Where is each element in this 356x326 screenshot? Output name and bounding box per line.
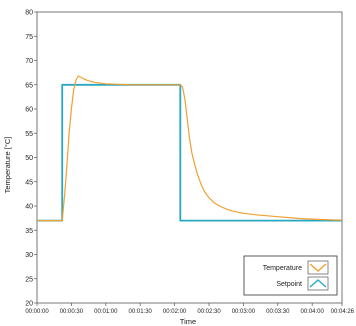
y-tick-label: 30 (25, 252, 33, 259)
x-tick-label: 00:01:30 (129, 309, 153, 315)
legend-swatch-box (307, 260, 329, 275)
x-tick-label: 00:04:00 (301, 309, 325, 315)
x-tick-label: 00:02:30 (197, 309, 221, 315)
y-tick-label: 45 (25, 179, 33, 186)
x-tick-label: 00:00:30 (60, 309, 84, 315)
x-tick-label: 00:03:00 (232, 309, 256, 315)
x-tick-label: 00:02:00 (163, 309, 187, 315)
legend: Temperature Setpoint (243, 255, 338, 296)
y-tick-label: 55 (25, 131, 33, 138)
series-line-temperature (37, 75, 343, 222)
plot-area (36, 11, 343, 304)
y-tick-label: 50 (25, 155, 33, 162)
x-tick-label: 00:01:00 (94, 309, 118, 315)
x-tick-label: 00:00:00 (25, 309, 49, 315)
y-tick-label: 35 (25, 228, 33, 235)
legend-swatch-box (307, 276, 329, 291)
y-tick-label: 75 (25, 34, 33, 41)
y-axis-title: Temperature [°C] (3, 137, 12, 194)
y-tick-label: 70 (25, 58, 33, 65)
y-tick-label: 65 (25, 82, 33, 89)
x-tick-label: 00:03:30 (266, 309, 290, 315)
y-tick-label: 80 (25, 10, 33, 17)
y-tick-label: 20 (25, 301, 33, 308)
legend-label-temperature: Temperature (263, 265, 302, 272)
legend-swatch-temperature (309, 263, 327, 272)
x-axis-title: Time (180, 317, 196, 326)
y-tick-label: 40 (25, 204, 33, 211)
x-tick-label: 00:04:26 (331, 309, 355, 315)
legend-label-setpoint: Setpoint (276, 281, 302, 288)
legend-swatch-setpoint (309, 279, 327, 288)
y-tick-label: 60 (25, 107, 33, 114)
y-tick-label: 25 (25, 276, 33, 283)
